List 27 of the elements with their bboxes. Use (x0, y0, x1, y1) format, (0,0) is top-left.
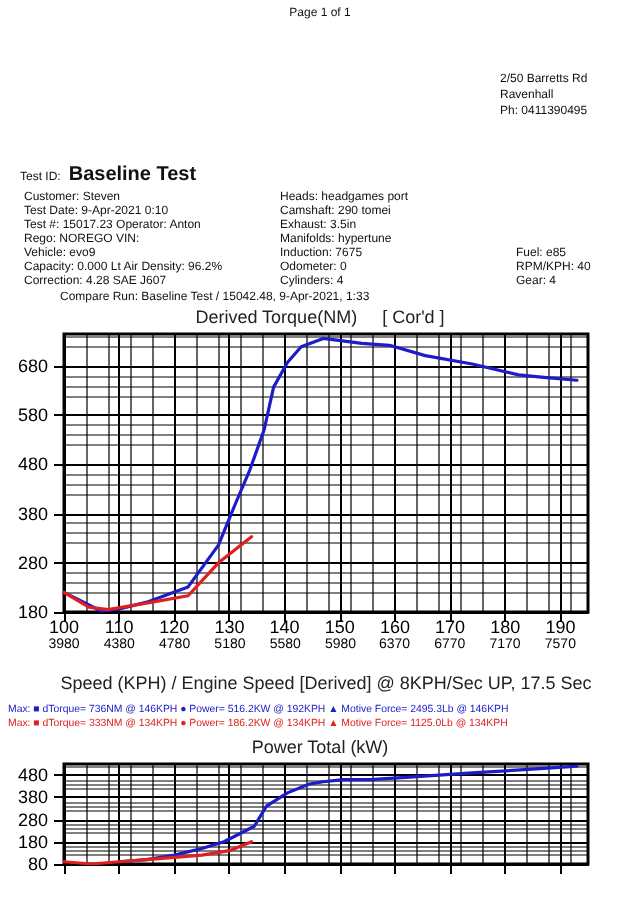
y-tick-label: 380 (17, 503, 48, 524)
text: Baseline Test (68, 164, 197, 186)
line-series (62, 535, 254, 612)
x-tick-label: 160 (379, 617, 410, 637)
y-tick-label: 80 (27, 854, 48, 874)
x-tick-label: 170 (435, 617, 466, 637)
y-tick-label: 480 (17, 765, 48, 786)
y-tick-label: 280 (17, 809, 48, 830)
x-tick-label: 180 (490, 617, 521, 637)
x-tick-label: 100 (48, 617, 80, 637)
x-tick-label: 150 (324, 617, 355, 637)
x-axis-title: Speed (KPH) / Engine Speed [Derived] @ 8KPH/Sec UP, 17.5 Sec (60, 673, 593, 693)
y-tick-label: 280 (17, 552, 48, 573)
x-tick-label: 140 (269, 617, 300, 637)
x-tick-label: 190 (545, 617, 576, 637)
x-tick-label: 130 (214, 617, 245, 637)
line-series (62, 840, 254, 866)
y-tick-label: 480 (17, 454, 48, 475)
x-tick-label: 110 (104, 617, 134, 637)
x-tick-label: 120 (159, 617, 190, 637)
y-tick-label: 180 (17, 831, 48, 852)
y-tick-label: 380 (17, 787, 48, 808)
y-tick-label: 580 (17, 405, 48, 426)
chart-title: Power Total (kW) (251, 737, 389, 757)
y-tick-label: 180 (17, 602, 48, 622)
chart-title: Derived Torque(NM) [ Cor'd ] (195, 307, 445, 327)
y-tick-label: 680 (17, 355, 48, 376)
